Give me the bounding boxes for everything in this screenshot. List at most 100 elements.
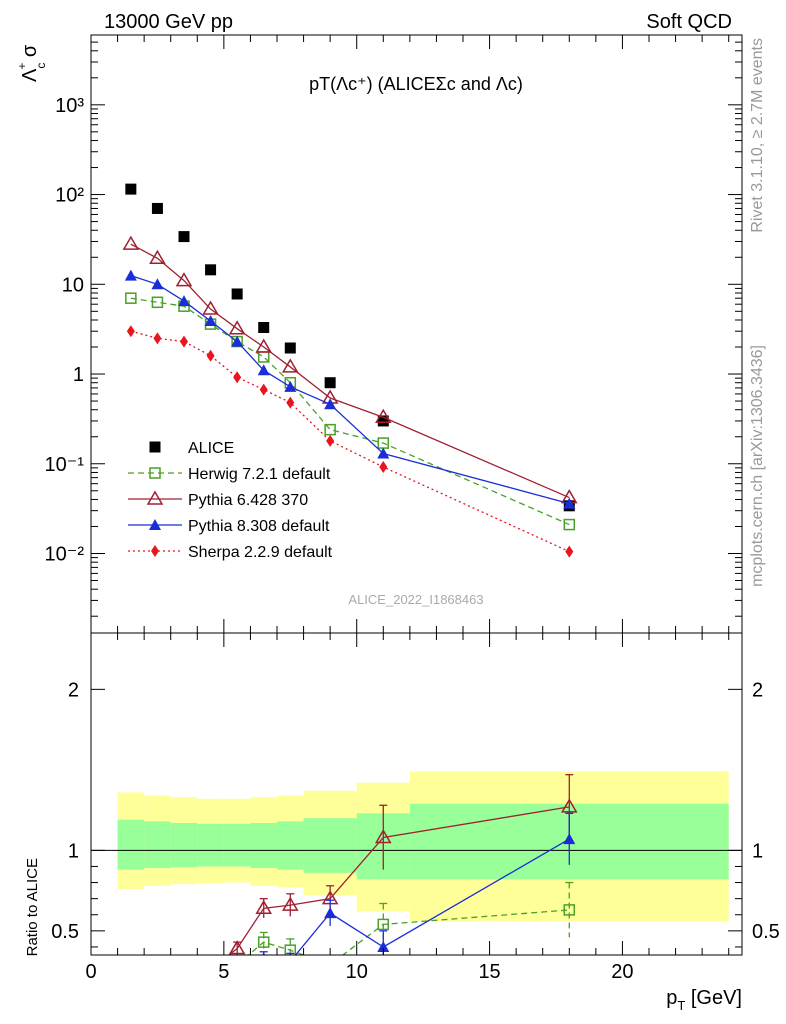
ratio-y-tick-label-right: 1 (752, 840, 763, 862)
ratio-inner-band (303, 818, 357, 873)
main-point-pythia-6-428-370 (175, 272, 193, 287)
main-y-axis-label: Λc + σ (15, 44, 48, 82)
mcplots-label: mcplots.cern.ch [arXiv:1306.3436] (749, 345, 766, 587)
x-tick-label: 15 (478, 961, 500, 983)
main-point-pythia-6-428-370 (202, 300, 219, 315)
main-point-herwig-7-2-1-default (324, 423, 336, 436)
ratio-y-tick-label-right: 0.5 (752, 921, 780, 943)
main-point-alice (258, 321, 270, 333)
x-tick-label: 20 (611, 961, 633, 983)
main-point-alice (151, 202, 163, 214)
ratio-inner-band (170, 822, 198, 868)
ratio-y-tick-label-left: 1 (68, 840, 79, 862)
ratio-point-herwig-7-2-1-default (563, 904, 576, 916)
main-point-pythia-8-308-default (231, 335, 244, 347)
main-y-tick-label: 1 (73, 364, 84, 386)
ratio-inner-band (197, 823, 224, 867)
legend-label-alice: ALICE (188, 440, 234, 457)
y-label-tail: σ (19, 44, 41, 63)
legend-label-sherpa-2-2-9-default: Sherpa 2.2.9 default (188, 544, 333, 561)
x-label-main: p (666, 987, 677, 1009)
main-point-sherpa-2-2-9-default (180, 335, 188, 348)
main-point-pythia-8-308-default (151, 278, 164, 290)
ratio-point-herwig-7-2-1-default (284, 944, 297, 955)
main-line-herwig-7-2-1-default (130, 297, 570, 526)
ratio-y-axis-label: Ratio to ALICE (24, 858, 41, 956)
y-label-main: Λ (19, 68, 41, 82)
main-point-pythia-6-428-370 (149, 249, 166, 265)
main-point-alice (324, 377, 336, 389)
main-point-sherpa-2-2-9-default (153, 332, 162, 345)
ratio-point-herwig-7-2-1-default (325, 960, 335, 970)
legend-marker-alice (149, 441, 161, 453)
legend-marker-pythia-6-428-370 (146, 490, 164, 505)
main-y-tick-label: 10² (55, 185, 84, 207)
ratio-point-pythia-6-428-370 (281, 896, 299, 911)
main-point-pythia-6-428-370 (374, 408, 392, 423)
ratio-point-pythia-6-428-370 (204, 962, 218, 974)
x-label-tail: [GeV] (685, 987, 742, 1009)
x-tick-label: 5 (218, 961, 229, 983)
ratio-point-pythia-6-428-370 (374, 828, 392, 844)
main-point-sherpa-2-2-9-default (286, 396, 295, 409)
legend-label-herwig-7-2-1-default: Herwig 7.2.1 default (188, 466, 331, 483)
main-point-sherpa-2-2-9-default (233, 371, 242, 384)
x-label-sub: T (677, 998, 685, 1013)
ratio-inner-band (223, 823, 251, 867)
ratio-point-pythia-6-428-370 (228, 940, 246, 955)
main-point-sherpa-2-2-9-default (565, 545, 574, 558)
main-point-sherpa-2-2-9-default (206, 349, 215, 362)
main-point-herwig-7-2-1-default (563, 518, 576, 531)
y-label-sub: c (34, 63, 48, 69)
ratio-inner-band (117, 819, 145, 870)
main-point-herwig-7-2-1-default (125, 292, 137, 304)
main-point-pythia-6-428-370 (228, 320, 246, 335)
rivet-version-label: Rivet 3.1.10, ≥ 2.7M events (749, 38, 766, 233)
ratio-point-pythia-8-308-default (324, 907, 337, 919)
ratio-point-pythia-6-428-370 (255, 899, 273, 915)
main-point-sherpa-2-2-9-default (259, 383, 268, 396)
main-plot-title: pT(Λc⁺) (ALICEΣc and Λc) (309, 74, 523, 94)
ratio-point-herwig-7-2-1-default (377, 918, 390, 931)
main-point-pythia-6-428-370 (122, 235, 140, 250)
main-y-tick-label: 10³ (55, 95, 84, 117)
x-tick-label: 0 (85, 961, 96, 983)
ratio-point-pythia-8-308-default (377, 940, 390, 952)
main-point-sherpa-2-2-9-default (126, 325, 135, 338)
main-point-pythia-8-308-default (284, 380, 297, 392)
y-label-sup: + (15, 63, 29, 70)
main-line-sherpa-2-2-9-default (130, 330, 570, 553)
main-y-tick-label: 10⁻² (45, 543, 85, 565)
ratio-point-pythia-8-308-default (563, 833, 576, 845)
ratio-line-herwig-7-2-1-default (247, 909, 570, 955)
legend-marker-sherpa-2-2-9-default (151, 545, 159, 557)
header-right-label: Soft QCD (646, 11, 732, 33)
legend-label-pythia-8-308-default: Pythia 8.308 default (188, 518, 330, 535)
ratio-inner-band (250, 822, 277, 869)
ratio-inner-band (277, 821, 304, 870)
analysis-watermark: ALICE_2022_I1868463 (348, 592, 483, 607)
legend-marker-pythia-8-308-default (149, 519, 161, 530)
header-left-label: 13000 GeV pp (104, 11, 233, 33)
main-point-alice (231, 288, 243, 300)
main-line-pythia-6-428-370 (130, 243, 570, 499)
svg-text:Λc+ σ: Λc + σ (15, 44, 48, 82)
ratio-point-herwig-7-2-1-default (232, 960, 242, 970)
ratio-y-tick-label-left: 2 (68, 679, 79, 701)
main-point-alice (284, 342, 296, 354)
ratio-point-pythia-8-308-default (262, 952, 266, 955)
ratio-point-pythia-8-308-default (284, 955, 296, 966)
main-point-pythia-8-308-default (324, 398, 337, 410)
main-y-tick-label: 10⁻¹ (45, 454, 85, 476)
main-point-pythia-8-308-default (178, 295, 190, 307)
main-point-pythia-8-308-default (204, 314, 217, 326)
main-line-pythia-8-308-default (130, 274, 570, 505)
ratio-inner-band (144, 821, 171, 869)
ratio-y-tick-label-right: 2 (752, 679, 763, 701)
ratio-y-tick-label-left: 0.5 (51, 921, 79, 943)
legend-marker-herwig-7-2-1-default (149, 467, 161, 479)
main-point-sherpa-2-2-9-default (379, 461, 388, 474)
ratio-point-pythia-6-428-370 (560, 798, 578, 813)
x-axis-label: pT [GeV] (666, 987, 742, 1013)
